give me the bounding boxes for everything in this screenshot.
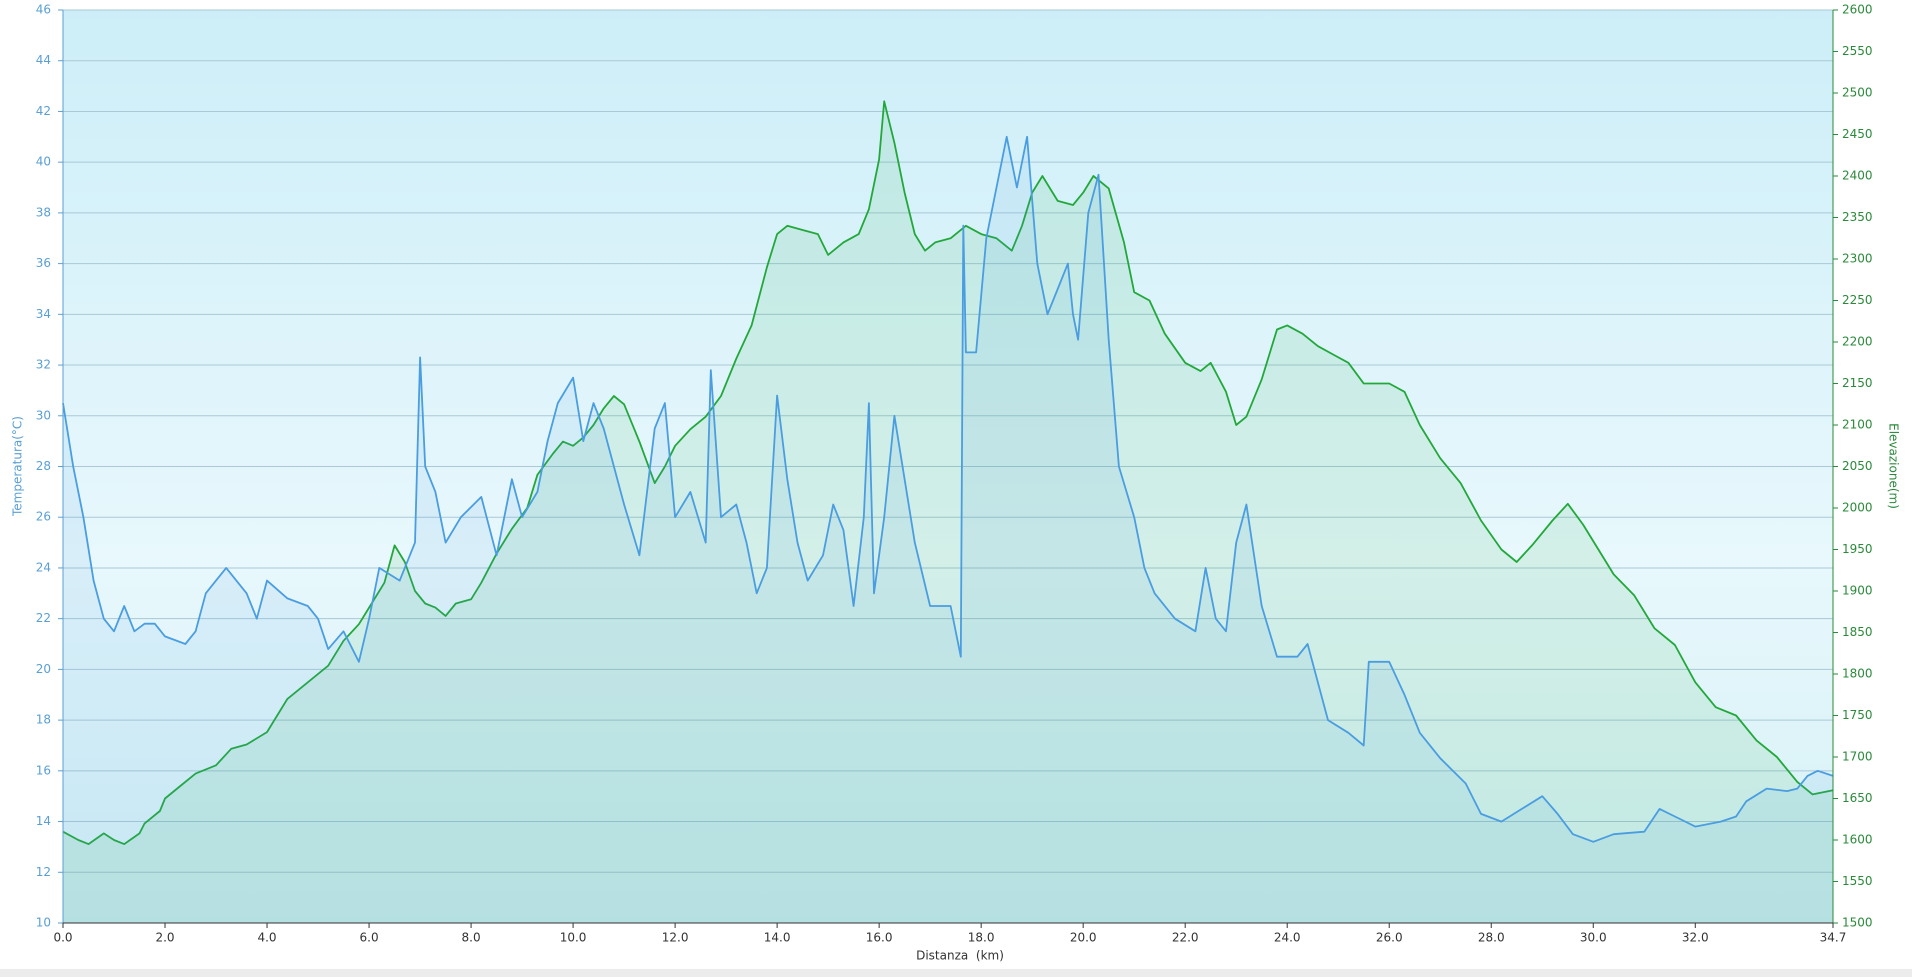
y-tick-label: 22	[36, 611, 51, 625]
x-tick-label: 26.0	[1376, 931, 1403, 945]
y-axis-label: Temperatura(°C)	[11, 416, 25, 517]
y2-tick-label: 2200	[1842, 335, 1873, 349]
y2-tick-label: 2100	[1842, 418, 1873, 432]
x-tick-label: 20.0	[1070, 931, 1097, 945]
y2-tick-label: 1950	[1842, 542, 1873, 556]
x-tick-label: 4.0	[257, 931, 276, 945]
y2-tick-label: 1650	[1842, 791, 1873, 805]
y2-tick-label: 1600	[1842, 833, 1873, 847]
series-area	[63, 136, 1833, 924]
y2-tick-label: 2550	[1842, 44, 1873, 58]
y-tick-label: 24	[36, 560, 51, 574]
y-tick-label: 44	[36, 53, 51, 67]
y-tick-label: 38	[36, 205, 51, 219]
series-line	[62, 135, 1834, 843]
series-area	[63, 101, 1833, 924]
y-tick-label: 30	[36, 408, 51, 422]
x-tick-label: 12.0	[662, 931, 689, 945]
y-tick-label: 32	[36, 358, 51, 372]
y2-tick-label: 2150	[1842, 376, 1873, 390]
y-tick-label: 26	[36, 510, 51, 524]
x-tick-label: 24.0	[1274, 931, 1301, 945]
y2-axis-label: Elevazione(m)	[1887, 423, 1901, 509]
y2-tick-label: 2450	[1842, 127, 1873, 141]
x-tick-label: 22.0	[1172, 931, 1199, 945]
y-tick-label: 16	[36, 763, 51, 777]
y-tick-label: 34	[36, 307, 51, 321]
y2-tick-label: 1800	[1842, 667, 1873, 681]
x-tick-label: 10.0	[560, 931, 587, 945]
y2-tick-label: 2500	[1842, 86, 1873, 100]
y2-tick-label: 2350	[1842, 210, 1873, 224]
bottom-bar	[0, 969, 1912, 977]
y2-tick-label: 1550	[1842, 874, 1873, 888]
x-tick-label: 2.0	[155, 931, 174, 945]
y2-tick-label: 1700	[1842, 750, 1873, 764]
y2-tick-label: 2600	[1842, 3, 1873, 17]
y-tick-label: 20	[36, 662, 51, 676]
y-tick-label: 36	[36, 256, 51, 270]
y2-tick-label: 2250	[1842, 293, 1873, 307]
x-tick-label: 14.0	[764, 931, 791, 945]
x-tick-label: 28.0	[1478, 931, 1505, 945]
y-tick-label: 12	[36, 865, 51, 879]
x-tick-label: 30.0	[1580, 931, 1607, 945]
x-tick-label: 18.0	[968, 931, 995, 945]
y2-tick-label: 1850	[1842, 625, 1873, 639]
x-tick-label: 8.0	[462, 931, 481, 945]
x-tick-label: 16.0	[866, 931, 893, 945]
x-axis-label: Distanza (km)	[916, 949, 1004, 963]
y2-tick-label: 2000	[1842, 501, 1873, 515]
y2-tick-label: 2400	[1842, 169, 1873, 183]
y2-tick-label: 1500	[1842, 916, 1873, 930]
y-tick-label: 14	[36, 814, 51, 828]
series-line	[62, 100, 1834, 845]
x-tick-label: 34.7	[1820, 931, 1847, 945]
y-tick-label: 10	[36, 916, 51, 930]
y-tick-label: 28	[36, 459, 51, 473]
y2-tick-label: 1750	[1842, 708, 1873, 722]
y2-tick-label: 2300	[1842, 252, 1873, 266]
y-tick-label: 46	[36, 3, 51, 17]
x-tick-label: 32.0	[1682, 931, 1709, 945]
y2-tick-label: 2050	[1842, 459, 1873, 473]
x-tick-label: 0.0	[53, 931, 72, 945]
x-tick-label: 6.0	[360, 931, 379, 945]
y-tick-label: 40	[36, 155, 51, 169]
y2-tick-label: 1900	[1842, 584, 1873, 598]
y-tick-label: 42	[36, 104, 51, 118]
y-tick-label: 18	[36, 713, 51, 727]
